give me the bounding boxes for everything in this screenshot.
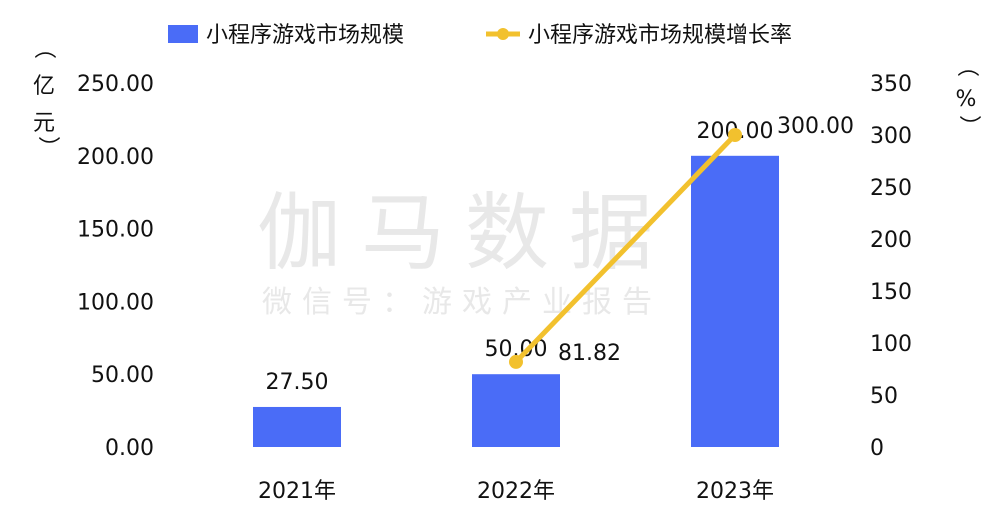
x-tick-label: 2021年 — [258, 479, 336, 504]
left-axis-title-char: 亿 — [33, 74, 55, 99]
x-tick-label: 2022年 — [477, 479, 555, 504]
legend-line-marker — [497, 28, 509, 40]
growth-line — [513, 132, 738, 365]
bar — [253, 406, 341, 447]
watermark: 伽马数据 微信号：游戏产业报告 — [257, 184, 673, 320]
left-tick-label: 200.00 — [77, 145, 154, 170]
right-axis-title-char: % — [956, 87, 977, 112]
growth-point — [509, 354, 523, 369]
right-axis-title-char: ） — [956, 115, 981, 137]
left-tick-label: 100.00 — [77, 290, 154, 315]
legend-bar-label: 小程序游戏市场规模 — [206, 23, 404, 48]
left-axis-title-char: ） — [35, 136, 60, 158]
x-axis: 2021年 2022年 2023年 — [258, 479, 774, 504]
left-tick-label: 250.00 — [77, 72, 154, 97]
line-series: 81.82 300.00 — [509, 114, 854, 369]
bar-data-label: 27.50 — [266, 370, 329, 395]
legend: 小程序游戏市场规模 小程序游戏市场规模增长率 — [168, 23, 792, 48]
right-tick-label: 150 — [870, 280, 912, 305]
right-tick-label: 0 — [870, 436, 884, 461]
legend-bar-swatch — [168, 25, 198, 43]
legend-line-label: 小程序游戏市场规模增长率 — [528, 23, 792, 48]
left-axis-title: （ 亿 元 ） — [31, 37, 60, 158]
watermark-subtitle: 微信号：游戏产业报告 — [262, 285, 662, 320]
right-tick-label: 100 — [870, 332, 912, 357]
x-tick-label: 2023年 — [696, 479, 774, 504]
left-tick-label: 0.00 — [105, 436, 154, 461]
right-axis: 0 50 100 150 200 250 300 350 — [870, 72, 912, 461]
left-axis-title-char: （ — [31, 37, 56, 59]
watermark-title: 伽马数据 — [257, 184, 673, 282]
left-axis-title-char: 元 — [33, 111, 55, 136]
growth-point — [728, 128, 742, 142]
right-tick-label: 300 — [870, 124, 912, 149]
right-tick-label: 200 — [870, 228, 912, 253]
left-axis: 0.00 50.00 100.00 150.00 200.00 250.00 — [77, 72, 154, 461]
bar — [472, 374, 560, 447]
left-tick-label: 150.00 — [77, 218, 154, 243]
right-tick-label: 350 — [870, 72, 912, 97]
left-tick-label: 50.00 — [91, 363, 154, 388]
right-axis-title-char: （ — [954, 55, 979, 77]
growth-data-label: 81.82 — [558, 341, 621, 366]
bar — [691, 155, 779, 448]
growth-data-label: 300.00 — [777, 114, 854, 139]
right-axis-title: （ % ） — [954, 55, 981, 137]
right-tick-label: 250 — [870, 176, 912, 201]
right-tick-label: 50 — [870, 384, 898, 409]
